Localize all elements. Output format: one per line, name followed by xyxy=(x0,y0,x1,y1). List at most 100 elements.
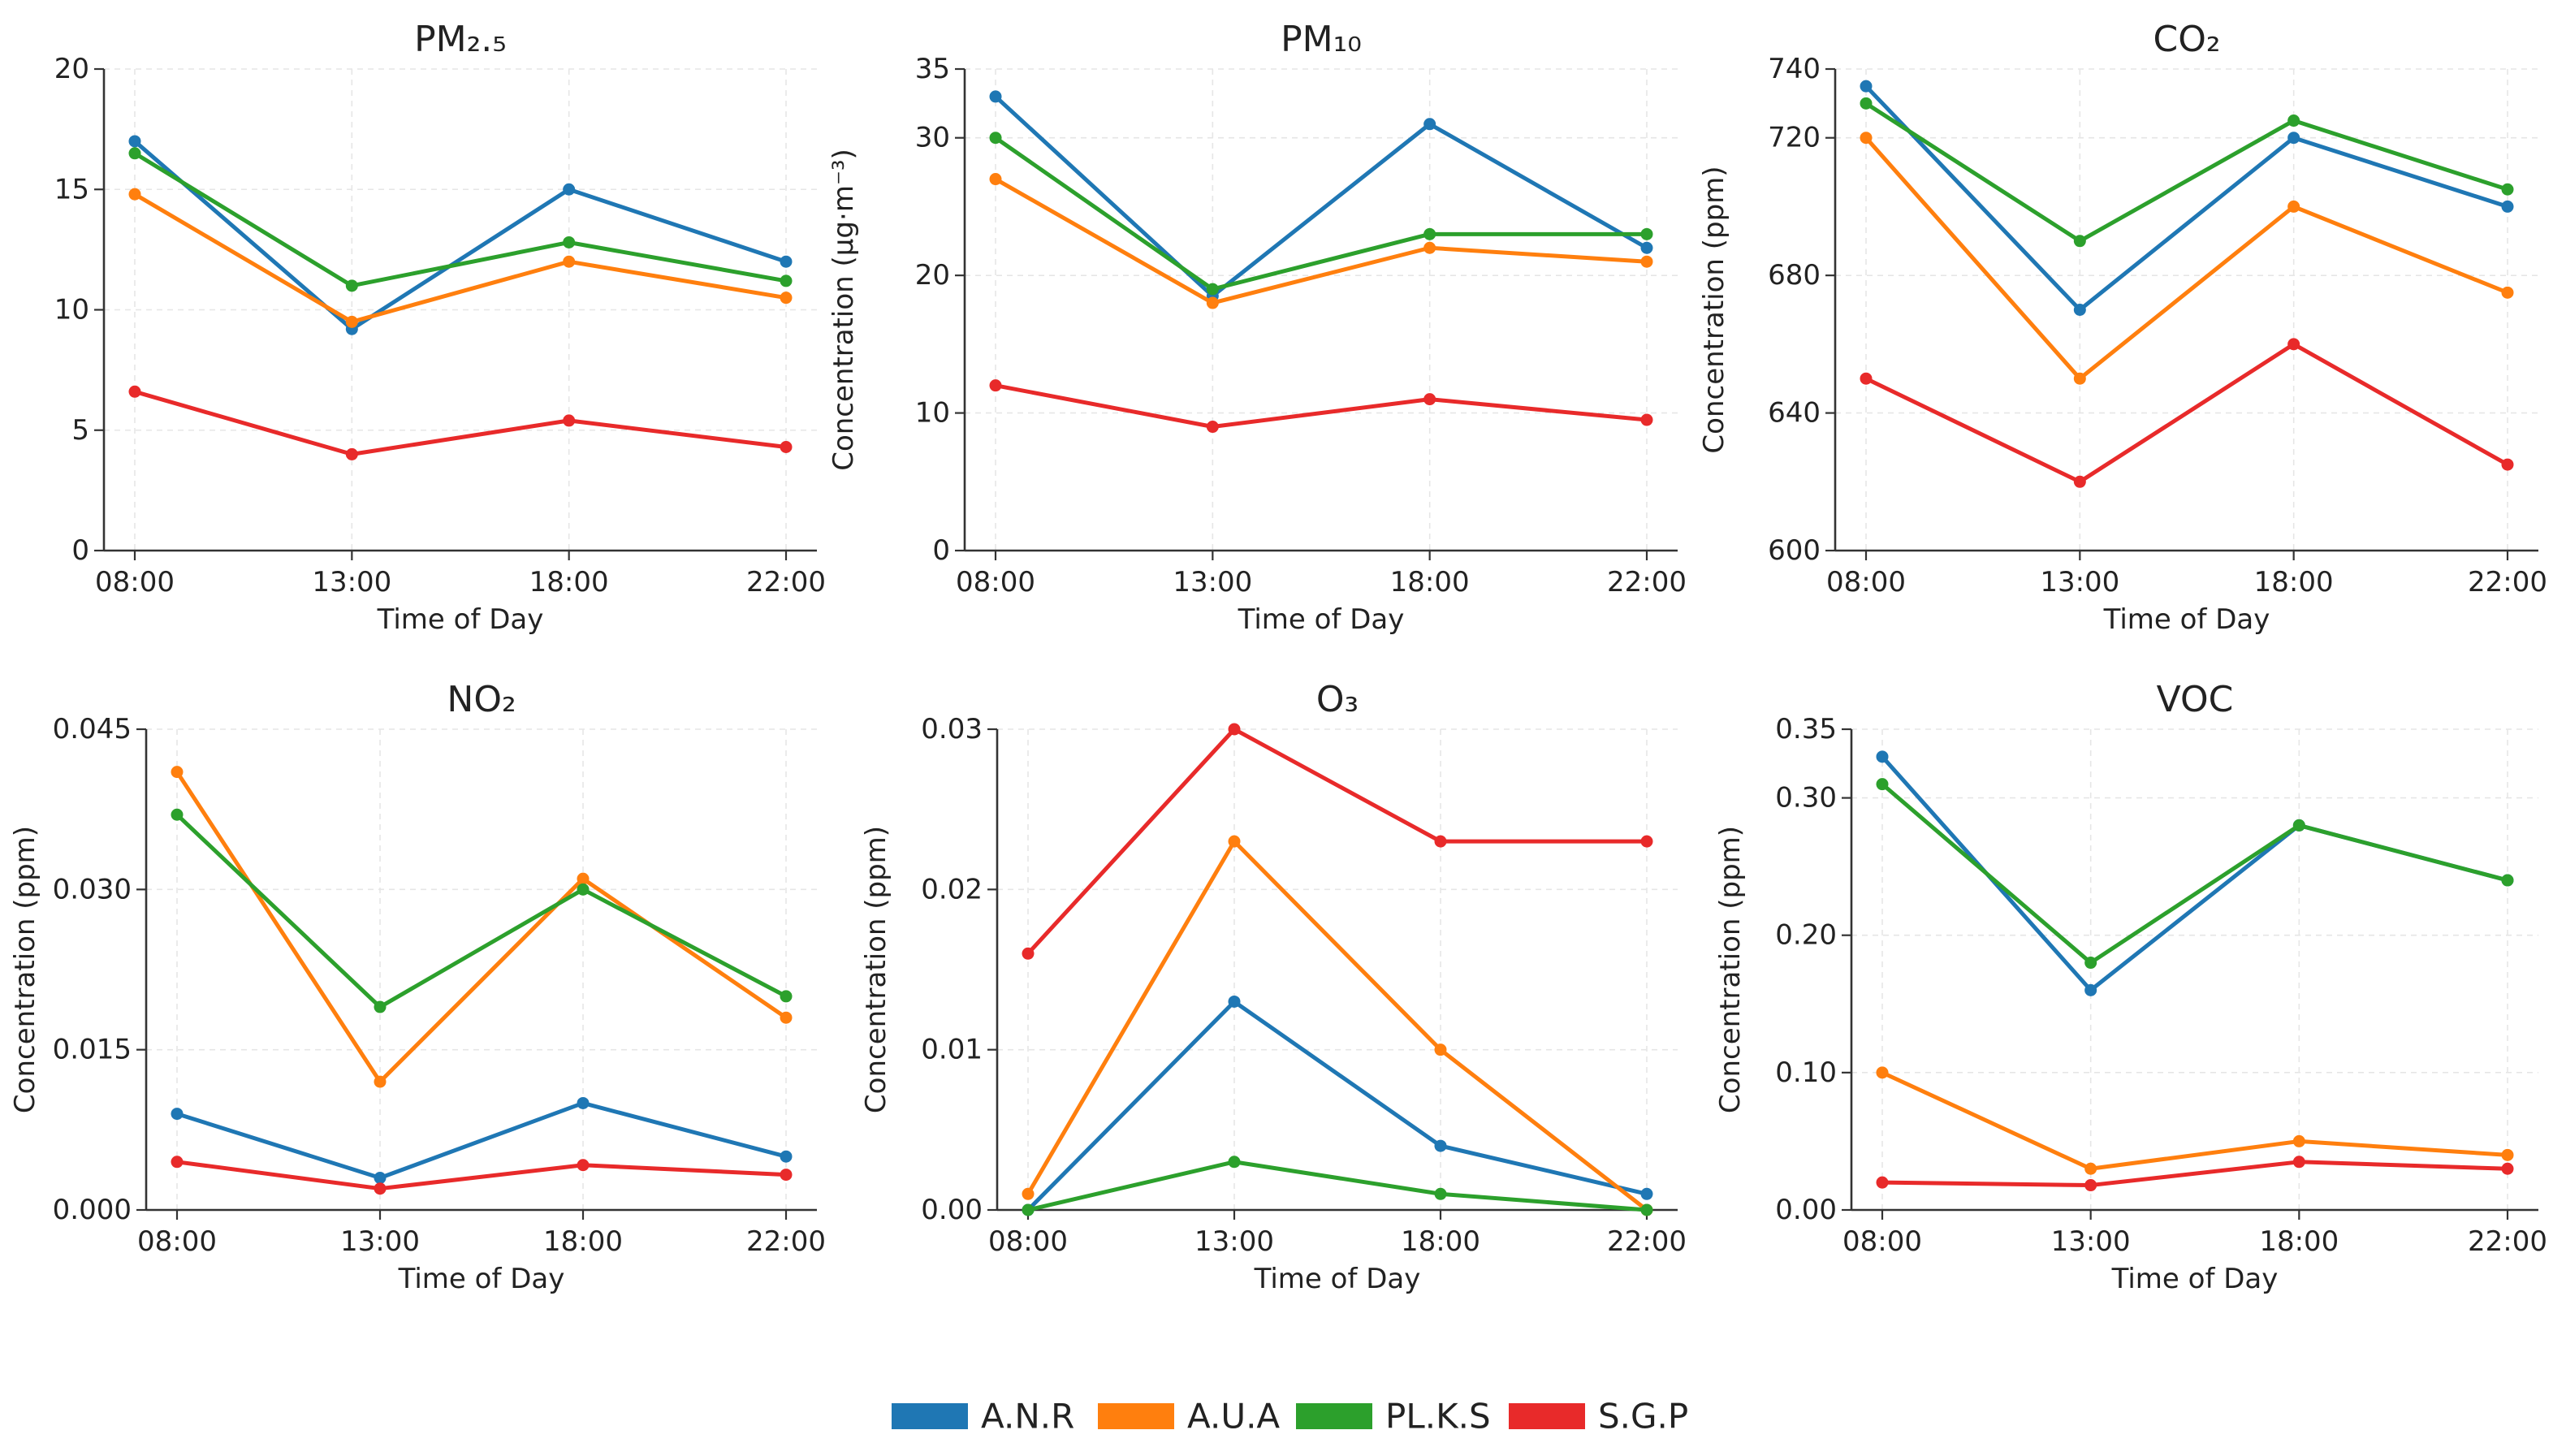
legend-item-s-g-p: S.G.P xyxy=(1509,1397,1688,1437)
y-tick-label: 0.030 xyxy=(53,873,132,905)
data-point-a-u-a xyxy=(1228,835,1241,848)
y-tick-label: 0.03 xyxy=(921,713,983,745)
chart-grid: 0 5 10 15 20 08:00 13:00 18:00 22:00 Time of Day C… xyxy=(9,19,2547,1295)
data-point-a-u-a xyxy=(345,315,358,328)
data-point-a-u-a xyxy=(171,766,184,779)
data-point-s-g-p xyxy=(171,1156,184,1169)
y-tick-label: 600 xyxy=(1768,534,1821,567)
x-axis-title: Time of Day xyxy=(377,603,544,636)
y-tick-label: 20 xyxy=(915,259,950,292)
legend-swatch xyxy=(1509,1403,1585,1429)
data-point-a-n-r xyxy=(171,1108,184,1121)
data-point-pl-k-s xyxy=(780,274,793,287)
y-axis-title: Concentration (ppm) xyxy=(1698,166,1730,453)
series-a-n-r xyxy=(1860,80,2514,316)
data-point-s-g-p xyxy=(780,1169,793,1182)
series-pl-k-s xyxy=(1860,97,2514,248)
x-tick-label: 08:00 xyxy=(1842,1225,1922,1258)
y-axis-title: Concentration (ppm) xyxy=(9,826,41,1113)
y-tick-label: 0.02 xyxy=(921,873,983,905)
x-tick-label: 22:00 xyxy=(746,1225,826,1258)
y-tick-label: 640 xyxy=(1768,397,1821,430)
x-tick-label: 22:00 xyxy=(746,566,826,598)
data-point-s-g-p xyxy=(563,414,576,427)
series-a-u-a xyxy=(171,766,793,1088)
data-point-a-u-a xyxy=(1640,255,1653,268)
data-point-s-g-p xyxy=(780,441,793,454)
x-tick-label: 08:00 xyxy=(137,1225,217,1258)
series-pl-k-s xyxy=(1022,1156,1653,1216)
x-tick-label: 18:00 xyxy=(2259,1225,2339,1258)
y-tick-label: 35 xyxy=(915,53,950,85)
legend-swatch xyxy=(1098,1403,1174,1429)
data-point-a-u-a xyxy=(1434,1043,1447,1056)
data-point-a-u-a xyxy=(563,255,576,268)
x-axis-title: Time of Day xyxy=(2111,1263,2279,1295)
x-tick-label: 22:00 xyxy=(1607,1225,1687,1258)
x-tick-label: 13:00 xyxy=(340,1225,420,1258)
series-a-n-r xyxy=(1876,750,2514,996)
data-point-s-g-p xyxy=(1876,1176,1889,1189)
chart-title: PM₂.₅ xyxy=(414,19,507,60)
data-point-a-n-r xyxy=(2084,983,2097,996)
y-tick-label: 0.10 xyxy=(1775,1056,1837,1089)
x-tick-label: 22:00 xyxy=(1607,566,1687,598)
data-point-a-n-r xyxy=(128,135,141,148)
y-tick-label: 0.00 xyxy=(921,1194,983,1226)
data-point-a-n-r xyxy=(374,1172,387,1185)
y-tick-label: 740 xyxy=(1768,53,1821,85)
series-line-pl-k-s xyxy=(1026,1160,1649,1212)
x-axis-title: Time of Day xyxy=(1254,1263,1421,1295)
series-line-a-u-a xyxy=(1864,136,2510,381)
x-tick-label: 08:00 xyxy=(956,566,1035,598)
x-tick-label: 18:00 xyxy=(1390,566,1470,598)
y-tick-label: 0.01 xyxy=(921,1034,983,1066)
y-tick-label: 680 xyxy=(1768,259,1821,292)
series-a-u-a xyxy=(1022,835,1653,1216)
series-line-s-g-p xyxy=(1026,727,1649,956)
series-line-pl-k-s xyxy=(175,812,788,1009)
x-tick-label: 13:00 xyxy=(1173,566,1252,598)
series-s-g-p xyxy=(989,379,1653,434)
data-point-a-u-a xyxy=(1022,1187,1035,1200)
series-a-u-a xyxy=(1876,1066,2514,1175)
data-point-a-n-r xyxy=(2501,200,2514,213)
y-tick-label: 0 xyxy=(932,534,950,567)
y-axis-title: Concentration (ppm) xyxy=(1714,826,1747,1113)
x-tick-label: 08:00 xyxy=(95,566,175,598)
chart-co2: 600 640 680 720 740 08:00 13:00 18:00 22:00 Time … xyxy=(1698,19,2547,636)
data-point-pl-k-s xyxy=(2084,957,2097,970)
series-a-n-r xyxy=(128,135,793,335)
data-point-s-g-p xyxy=(2501,458,2514,471)
y-tick-label: 10 xyxy=(915,397,950,430)
series-line-a-u-a xyxy=(175,770,788,1084)
data-point-s-g-p xyxy=(2287,338,2300,351)
data-point-s-g-p xyxy=(989,379,1002,392)
y-tick-label: 0 xyxy=(71,534,89,567)
y-tick-label: 0.35 xyxy=(1775,713,1837,745)
data-point-a-u-a xyxy=(2292,1134,2305,1147)
legend-item-pl-k-s: PL.K.S xyxy=(1296,1397,1491,1437)
data-point-a-u-a xyxy=(1206,296,1219,309)
data-point-a-n-r xyxy=(1228,995,1241,1008)
chart-no2: 0.000 0.015 0.030 0.045 08:00 13:00 18:00 22:00… xyxy=(9,679,826,1295)
data-point-pl-k-s xyxy=(1640,1203,1653,1216)
series-a-n-r xyxy=(989,90,1653,303)
series-s-g-p xyxy=(171,1156,793,1195)
data-point-s-g-p xyxy=(2501,1162,2514,1175)
data-point-a-u-a xyxy=(2501,286,2514,299)
data-point-a-n-r xyxy=(2073,304,2086,316)
data-point-s-g-p xyxy=(1423,393,1436,406)
data-point-pl-k-s xyxy=(1876,778,1889,791)
data-point-a-n-r xyxy=(1876,750,1889,763)
data-point-pl-k-s xyxy=(577,883,590,896)
data-point-pl-k-s xyxy=(1206,283,1219,296)
chart-title: PM₁₀ xyxy=(1281,19,1362,60)
y-tick-label: 30 xyxy=(915,122,950,154)
data-point-s-g-p xyxy=(1640,413,1653,426)
x-tick-label: 22:00 xyxy=(2468,566,2547,598)
legend-swatch xyxy=(1296,1403,1372,1429)
chart-voc: 0.00 0.10 0.20 0.30 0.35 08:00 13:00 18:00 22:00… xyxy=(1714,679,2547,1295)
data-point-a-n-r xyxy=(1640,241,1653,254)
data-point-a-n-r xyxy=(1423,118,1436,131)
